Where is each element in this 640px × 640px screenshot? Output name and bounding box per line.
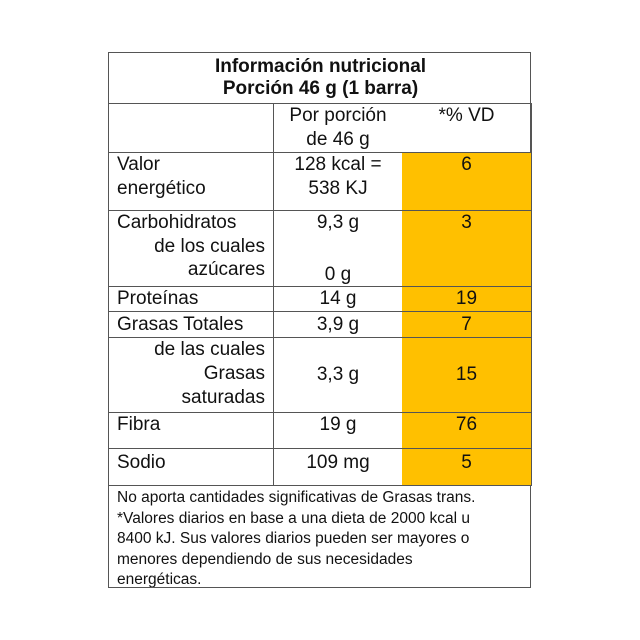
row-label-protein: Proteínas [109,287,274,312]
row-dv-total-fat: 7 [402,312,532,338]
row-value-saturated-fat: 3,3 g [274,338,402,413]
footnote-line: No aporta cantidades significativas de G… [117,489,476,506]
value-text: 538 KJ [308,177,368,199]
header-text: de 46 g [306,128,370,150]
footnote-line: *Valores diarios en base a una dieta de … [117,509,471,527]
header-dv: *% VD [402,104,532,153]
header-empty-cell [109,104,274,153]
label-text: energético [117,177,206,199]
sub-label-text: azúcares [187,259,265,280]
value-text: 128 kcal = [294,154,382,175]
label-text: Valor [117,154,160,175]
row-value-protein: 14 g [274,287,402,312]
row-value-fiber: 19 g [274,413,402,449]
row-label-carbs: Carbohidratos de los cuales azúcares [109,211,274,287]
row-label-energy: Valor energético [109,153,274,211]
footnote-line: energéticas. [117,571,202,587]
table-title: Información nutricional Porción 46 g (1 … [109,53,532,104]
row-label-total-fat: Grasas Totales [109,312,274,338]
footnote-line: 8400 kJ. Sus valores diarios pueden ser … [117,530,470,547]
nutrition-facts-table: Información nutricional Porción 46 g (1 … [108,52,532,588]
label-text: Grasas [203,363,265,384]
sub-label-text: de los cuales [154,235,265,257]
row-dv-protein: 19 [402,287,532,312]
portion-line: Porción 46 g (1 barra) [222,78,419,99]
header-per-portion: Por porción de 46 g [274,104,402,153]
footnote-line: menores dependiendo de sus necesidades [117,550,413,568]
sugar-value-text: 0 g [324,263,352,285]
row-label-sodium: Sodio [109,449,274,486]
row-value-total-fat: 3,9 g [274,312,402,338]
row-value-energy: 128 kcal = 538 KJ [274,153,402,211]
row-label-saturated-fat: de las cuales Grasas saturadas [109,338,274,413]
title-line: Información nutricional [214,56,427,77]
label-text: saturadas [181,387,265,408]
label-text: de las cuales [154,339,265,360]
row-dv-carbs: 3 [402,211,532,287]
row-value-carbs: 9,3 g 0 g [274,211,402,287]
row-dv-fiber: 76 [402,413,532,449]
value-text: 3,3 g [316,364,360,386]
row-dv-saturated-fat: 15 [402,338,532,413]
header-text: Por porción [289,105,387,126]
footnote: No aporta cantidades significativas de G… [109,486,532,587]
dv-text: 15 [455,364,478,386]
row-label-fiber: Fibra [109,413,274,449]
row-dv-energy: 6 [402,153,532,211]
label-text: Carbohidratos [117,212,237,233]
row-value-sodium: 109 mg [274,449,402,486]
row-dv-sodium: 5 [402,449,532,486]
value-text: 9,3 g [316,212,360,233]
